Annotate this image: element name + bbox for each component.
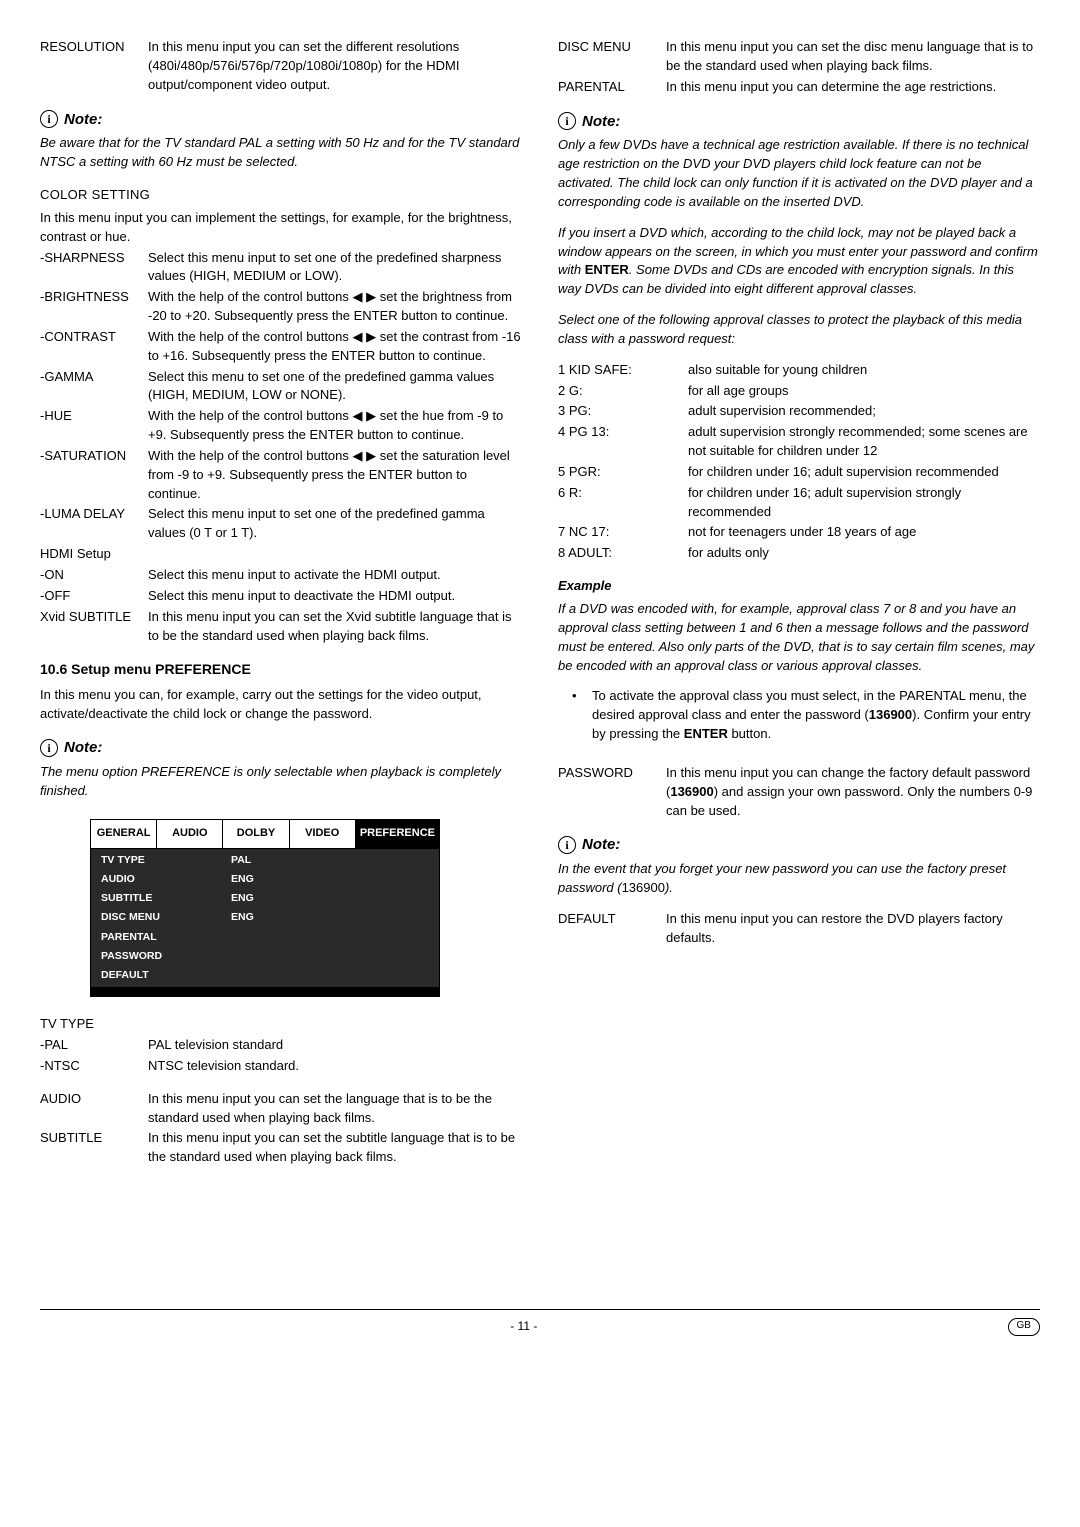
- menu-tab: AUDIO: [157, 820, 223, 848]
- class-desc: adult supervision strongly recommended; …: [688, 423, 1040, 461]
- desc-contrast: With the help of the control buttons ◀ ▶…: [148, 328, 522, 366]
- menu-item: AUDIO: [101, 872, 231, 887]
- menu-tab: GENERAL: [91, 820, 157, 848]
- intro-setup-preference: In this menu you can, for example, carry…: [40, 686, 522, 724]
- desc-parental: In this menu input you can determine the…: [666, 78, 1040, 97]
- desc-off: Select this menu input to deactivate the…: [148, 587, 522, 606]
- page-number: - 11 -: [510, 1318, 537, 1335]
- label-pal: -PAL: [40, 1036, 148, 1055]
- desc-resolution: In this menu input you can set the diffe…: [148, 38, 522, 95]
- heading-color-setting: COLOR SETTING: [40, 186, 522, 205]
- class-desc: adult supervision recommended;: [688, 402, 1040, 421]
- info-icon: i: [40, 110, 58, 128]
- example-body: If a DVD was encoded with, for example, …: [558, 600, 1040, 675]
- class-desc: also suitable for young children: [688, 361, 1040, 380]
- label-parental: PARENTAL: [558, 78, 666, 97]
- note-title: Note:: [582, 111, 620, 133]
- desc-xvid: In this menu input you can set the Xvid …: [148, 608, 522, 646]
- class-term: 1 KID SAFE:: [558, 361, 688, 380]
- label-gamma: -GAMMA: [40, 368, 148, 406]
- heading-setup-preference: 10.6 Setup menu PREFERENCE: [40, 659, 522, 679]
- label-contrast: -CONTRAST: [40, 328, 148, 366]
- desc-password: In this menu input you can change the fa…: [666, 764, 1040, 821]
- menu-screenshot: GENERAL AUDIO DOLBY VIDEO PREFERENCE TV …: [90, 819, 440, 997]
- menu-item: PASSWORD: [101, 949, 231, 964]
- menu-item: DISC MENU: [101, 910, 231, 925]
- note-body: Select one of the following approval cla…: [558, 311, 1040, 349]
- desc-saturation: With the help of the control buttons ◀ ▶…: [148, 447, 522, 504]
- label-off: -OFF: [40, 587, 148, 606]
- menu-tab-active: PREFERENCE: [356, 820, 439, 848]
- class-term: 5 PGR:: [558, 463, 688, 482]
- class-desc: not for teenagers under 18 years of age: [688, 523, 1040, 542]
- note-body: Be aware that for the TV standard PAL a …: [40, 134, 522, 172]
- desc-on: Select this menu input to activate the H…: [148, 566, 522, 585]
- info-icon: i: [40, 739, 58, 757]
- desc-hue: With the help of the control buttons ◀ ▶…: [148, 407, 522, 445]
- note-body: In the event that you forget your new pa…: [558, 860, 1040, 898]
- menu-item: PARENTAL: [101, 930, 231, 945]
- menu-tab: DOLBY: [223, 820, 289, 848]
- note-body: If you insert a DVD which, according to …: [558, 224, 1040, 299]
- label-resolution: RESOLUTION: [40, 38, 148, 95]
- class-term: 8 ADULT:: [558, 544, 688, 563]
- label-hue: -HUE: [40, 407, 148, 445]
- menu-item: SUBTITLE: [101, 891, 231, 906]
- menu-value: ENG: [231, 910, 254, 925]
- class-desc: for children under 16; adult supervision…: [688, 484, 1040, 522]
- note-title: Note:: [64, 109, 102, 131]
- label-sharpness: -SHARPNESS: [40, 249, 148, 287]
- class-term: 4 PG 13:: [558, 423, 688, 461]
- intro-color-setting: In this menu input you can implement the…: [40, 209, 522, 247]
- desc-sharpness: Select this menu input to set one of the…: [148, 249, 522, 287]
- label-brightness: -BRIGHTNESS: [40, 288, 148, 326]
- label-ntsc: -NTSC: [40, 1057, 148, 1076]
- hdmi-setup-heading: HDMI Setup: [40, 545, 522, 564]
- class-desc: for adults only: [688, 544, 1040, 563]
- desc-default: In this menu input you can restore the D…: [666, 910, 1040, 948]
- label-saturation: -SATURATION: [40, 447, 148, 504]
- desc-audio: In this menu input you can set the langu…: [148, 1090, 522, 1128]
- label-on: -ON: [40, 566, 148, 585]
- note-title: Note:: [64, 737, 102, 759]
- desc-gamma: Select this menu to set one of the prede…: [148, 368, 522, 406]
- desc-ntsc: NTSC television standard.: [148, 1057, 522, 1076]
- menu-value: ENG: [231, 872, 254, 887]
- class-term: 2 G:: [558, 382, 688, 401]
- menu-item: DEFAULT: [101, 968, 231, 983]
- label-default: DEFAULT: [558, 910, 666, 948]
- info-icon: i: [558, 836, 576, 854]
- label-password: PASSWORD: [558, 764, 666, 821]
- class-term: 7 NC 17:: [558, 523, 688, 542]
- note-body: The menu option PREFERENCE is only selec…: [40, 763, 522, 801]
- desc-brightness: With the help of the control buttons ◀ ▶…: [148, 288, 522, 326]
- info-icon: i: [558, 112, 576, 130]
- menu-value: ENG: [231, 891, 254, 906]
- bullet-item: • To activate the approval class you mus…: [572, 687, 1040, 744]
- note-body: Only a few DVDs have a technical age res…: [558, 136, 1040, 211]
- class-desc: for children under 16; adult supervision…: [688, 463, 1040, 482]
- region-badge: GB: [1008, 1318, 1040, 1335]
- heading-tvtype: TV TYPE: [40, 1015, 522, 1034]
- label-xvid: Xvid SUBTITLE: [40, 608, 148, 646]
- label-subtitle: SUBTITLE: [40, 1129, 148, 1167]
- class-term: 6 R:: [558, 484, 688, 522]
- desc-luma: Select this menu input to set one of the…: [148, 505, 522, 543]
- label-luma: -LUMA DELAY: [40, 505, 148, 543]
- class-term: 3 PG:: [558, 402, 688, 421]
- menu-item: TV TYPE: [101, 853, 231, 868]
- example-title: Example: [558, 577, 1040, 596]
- label-audio: AUDIO: [40, 1090, 148, 1128]
- menu-value: PAL: [231, 853, 251, 868]
- desc-subtitle: In this menu input you can set the subti…: [148, 1129, 522, 1167]
- note-title: Note:: [582, 834, 620, 856]
- class-desc: for all age groups: [688, 382, 1040, 401]
- desc-pal: PAL television standard: [148, 1036, 522, 1055]
- menu-tab: VIDEO: [290, 820, 356, 848]
- label-discmenu: DISC MENU: [558, 38, 666, 76]
- desc-discmenu: In this menu input you can set the disc …: [666, 38, 1040, 76]
